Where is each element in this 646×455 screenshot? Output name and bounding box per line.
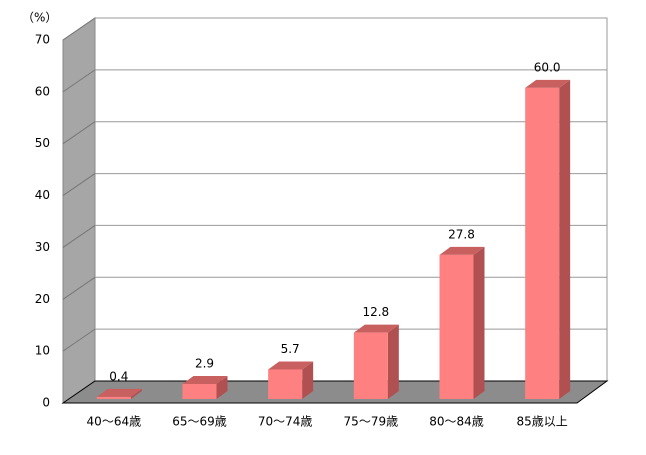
grid-line xyxy=(62,328,96,352)
bar-side xyxy=(130,388,142,399)
grid-line xyxy=(62,225,96,248)
side-wall xyxy=(62,17,96,404)
value-label: 2.9 xyxy=(195,356,214,370)
grid-line xyxy=(62,121,96,145)
y-tick-label: 60 xyxy=(35,84,50,98)
x-tick-label: 85歳以上 xyxy=(517,415,568,429)
x-tick-label: 80〜84歳 xyxy=(429,415,484,429)
bar-side xyxy=(216,375,228,399)
bar-top xyxy=(439,246,485,255)
value-label: 27.8 xyxy=(448,227,475,241)
bar-top xyxy=(96,388,142,397)
y-tick-label: 30 xyxy=(35,240,50,254)
y-tick-label: 20 xyxy=(35,292,50,306)
x-tick-label: 40〜64歳 xyxy=(87,415,142,429)
value-label: 0.4 xyxy=(109,369,128,383)
bar-top xyxy=(268,361,314,370)
bar-side xyxy=(473,246,485,399)
bar-side xyxy=(387,324,399,399)
bar xyxy=(353,332,388,399)
x-tick-label: 70〜74歳 xyxy=(258,415,313,429)
bar-top xyxy=(182,375,228,384)
unit-label: （%） xyxy=(22,11,57,25)
grid-line xyxy=(62,17,96,41)
grid-line xyxy=(62,173,96,196)
y-tick-label: 50 xyxy=(35,136,50,150)
grid-line xyxy=(62,69,96,93)
bar xyxy=(268,369,303,399)
bar xyxy=(439,254,474,399)
bar xyxy=(96,396,131,399)
y-tick-label: 0 xyxy=(42,396,50,410)
bar-side xyxy=(559,79,571,399)
y-tick-label: 70 xyxy=(35,33,50,47)
bar xyxy=(182,383,217,399)
value-label: 60.0 xyxy=(534,60,561,74)
y-tick-label: 40 xyxy=(35,188,50,202)
y-tick-label: 10 xyxy=(35,344,50,358)
x-tick-label: 75〜79歳 xyxy=(344,415,399,429)
value-label: 12.8 xyxy=(362,305,389,319)
x-tick-label: 65〜69歳 xyxy=(172,415,227,429)
grid-line xyxy=(62,276,96,300)
bar-side xyxy=(302,361,314,399)
bar xyxy=(525,87,560,399)
bar-top xyxy=(525,79,571,88)
bar-top xyxy=(353,324,399,333)
value-label: 5.7 xyxy=(281,342,300,356)
